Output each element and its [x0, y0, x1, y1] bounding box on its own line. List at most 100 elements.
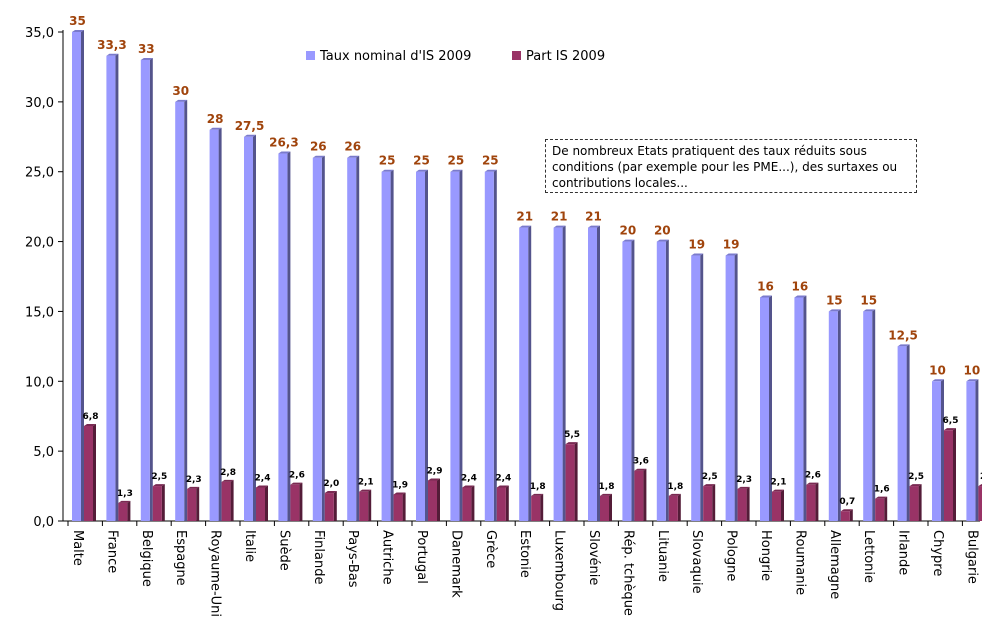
- x-tick-label: Grèce: [483, 530, 498, 568]
- bar-part-is: [875, 498, 885, 521]
- bar-taux-nominal: [588, 227, 597, 521]
- bar-side: [402, 492, 406, 521]
- x-tick-label: Luxembourg: [552, 530, 567, 611]
- data-label-part: 1,9: [392, 480, 408, 490]
- x-tick-label: Roumanie: [792, 530, 807, 595]
- x-tick-label: France: [104, 530, 119, 573]
- bar-part-is: [840, 511, 850, 521]
- data-label-part: 5,5: [564, 430, 580, 440]
- bar-top: [106, 53, 119, 56]
- data-label-part: 1,8: [530, 482, 546, 492]
- bar-top: [909, 484, 922, 487]
- bar-top: [393, 492, 406, 495]
- bar-side: [918, 484, 922, 521]
- data-label-taux: 16: [757, 279, 774, 293]
- bar-taux-nominal: [863, 311, 873, 521]
- bar-part-is: [462, 487, 472, 521]
- data-label-taux: 15: [826, 293, 843, 307]
- bar-top: [760, 295, 772, 298]
- data-label-taux: 19: [688, 238, 705, 252]
- x-tick-label: Irlande: [896, 530, 911, 575]
- bar-taux-nominal: [244, 136, 253, 522]
- data-label-part: 2,9: [427, 466, 443, 476]
- x-tick-label: Pologne: [724, 530, 739, 581]
- bar-top: [875, 496, 888, 499]
- chart-annotation: De nombreux Etats pratiquent des taux ré…: [545, 139, 917, 193]
- bar-side: [471, 485, 475, 521]
- bar-taux-nominal: [897, 346, 907, 521]
- data-label-part: 6,5: [943, 416, 959, 426]
- data-label-part: 2,1: [358, 478, 374, 488]
- bar-taux-nominal: [450, 171, 460, 521]
- bar-top: [484, 169, 497, 172]
- data-label-part: 2,: [980, 472, 982, 482]
- bar-side: [265, 485, 268, 521]
- bar-side: [81, 30, 84, 521]
- bar-taux-nominal: [106, 55, 116, 521]
- bar-taux-nominal: [278, 153, 288, 521]
- data-label-taux: 25: [448, 154, 465, 168]
- bar-part-is: [324, 493, 334, 521]
- bar-side: [906, 344, 910, 521]
- bar-part-is: [806, 484, 816, 521]
- bar-side: [609, 493, 612, 521]
- chart-legend: Taux nominal d'IS 2009 Part IS 2009: [306, 49, 605, 64]
- bar-side: [287, 151, 291, 521]
- bar-top: [691, 253, 704, 256]
- data-label-part: 1,8: [599, 482, 615, 492]
- bar-part-is: [496, 487, 506, 521]
- x-tick-label: Allemagne: [827, 530, 842, 599]
- bar-top: [553, 225, 566, 228]
- y-tick-label: 30,0: [25, 96, 54, 111]
- legend-swatch-taux: [306, 51, 315, 60]
- data-label-taux: 15: [860, 293, 877, 307]
- legend-swatch-part: [512, 51, 521, 60]
- bar-taux-nominal: [381, 171, 391, 521]
- bar-top: [72, 30, 84, 32]
- bar-side: [746, 486, 750, 521]
- x-tick-label: Malte: [70, 530, 85, 566]
- data-label-taux: 10: [964, 363, 981, 377]
- bar-taux-nominal: [175, 101, 185, 521]
- bar-side: [781, 489, 784, 521]
- bar-side: [803, 295, 807, 521]
- data-label-taux: 28: [207, 112, 224, 126]
- bar-side: [127, 500, 131, 521]
- bar-side: [540, 493, 544, 521]
- bar-top: [737, 486, 750, 489]
- bar-top: [84, 423, 96, 426]
- bar-side: [849, 509, 853, 521]
- legend-label-taux: Taux nominal d'IS 2009: [319, 49, 471, 64]
- bar-side: [161, 484, 165, 521]
- bar-side: [218, 127, 222, 522]
- bar-part-is: [221, 481, 231, 521]
- data-label-part: 2,5: [908, 472, 924, 482]
- bar-side: [643, 468, 647, 521]
- bar-top: [347, 155, 360, 158]
- bar-side: [562, 225, 566, 521]
- data-label-part: 1,3: [117, 489, 133, 499]
- bar-part-is: [118, 502, 128, 521]
- bar-part-is: [703, 486, 713, 521]
- bar-side: [884, 496, 888, 521]
- bar-taux-nominal: [760, 297, 769, 521]
- x-tick-label: Portugal: [414, 530, 429, 584]
- bar-top: [772, 489, 784, 492]
- bar-side: [425, 169, 428, 521]
- data-label-taux: 19: [723, 238, 740, 252]
- x-tick-label: Bulgarie: [964, 530, 979, 584]
- bar-side: [115, 53, 119, 521]
- x-tick-label: Lettonie: [861, 530, 876, 583]
- bar-side: [253, 134, 256, 522]
- bar-taux-nominal: [209, 129, 219, 522]
- bar-top: [187, 486, 200, 489]
- data-label-taux: 12,5: [888, 328, 918, 342]
- bar-part-is: [187, 488, 197, 521]
- bar-taux-nominal: [312, 157, 322, 521]
- x-tick-label: Royaume-Uni: [208, 530, 223, 617]
- bar-part-is: [668, 495, 678, 521]
- data-label-taux: 33: [138, 42, 155, 56]
- bar-side: [597, 225, 600, 521]
- bar-side: [437, 478, 440, 521]
